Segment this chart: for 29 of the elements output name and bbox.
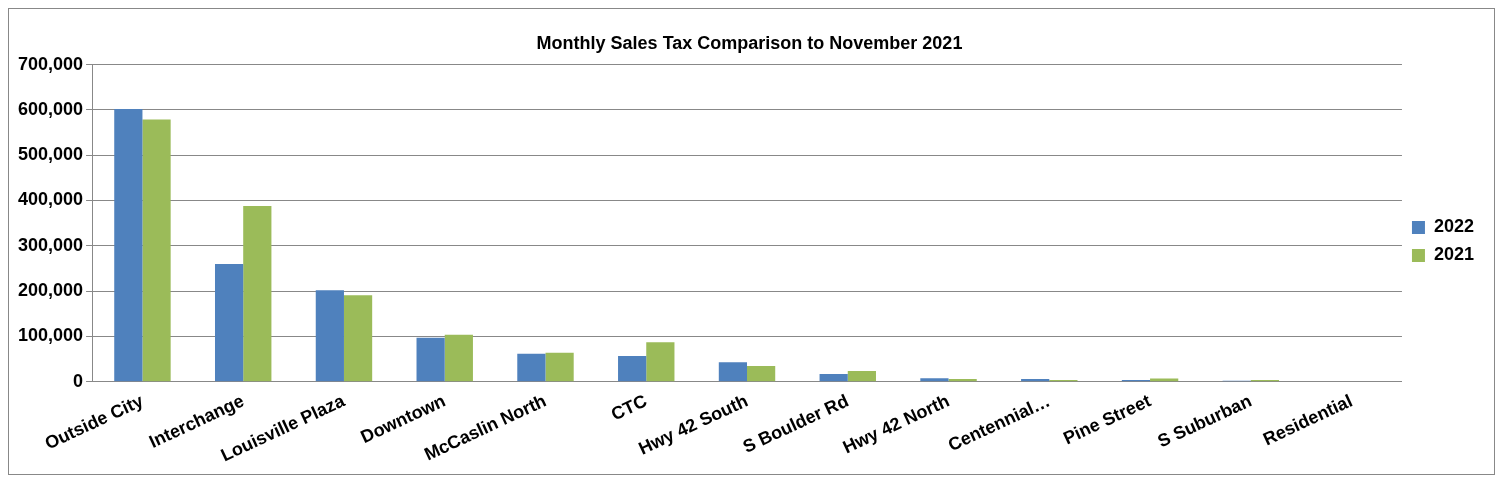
- bar: [114, 109, 143, 382]
- y-tick-label: 500,000: [17, 144, 84, 165]
- bar: [243, 205, 272, 382]
- bar: [847, 370, 876, 382]
- bar: [545, 352, 574, 382]
- bar: [747, 365, 776, 382]
- bar: [819, 374, 848, 382]
- y-tick-label: 200,000: [17, 280, 84, 301]
- bar: [517, 353, 546, 382]
- bar: [618, 355, 647, 382]
- bar: [646, 342, 675, 382]
- y-tick-label: 600,000: [17, 98, 84, 119]
- chart-title: Monthly Sales Tax Comparison to November 2021: [536, 32, 963, 53]
- legend-label: 2021: [1433, 244, 1474, 265]
- y-tick-label: 100,000: [17, 325, 84, 346]
- bar: [416, 337, 445, 382]
- bar: [920, 378, 949, 382]
- bar: [444, 334, 473, 382]
- y-tick-label: 300,000: [17, 234, 84, 255]
- y-tick-label: 700,000: [17, 53, 84, 74]
- y-tick-label: 0: [73, 370, 84, 391]
- bar: [142, 119, 171, 382]
- bar: [315, 290, 344, 382]
- bar: [214, 263, 244, 382]
- bar: [718, 362, 748, 382]
- bar: [343, 295, 373, 382]
- y-tick-label: 400,000: [17, 189, 84, 210]
- legend-label: 2022: [1433, 216, 1474, 237]
- x-tick-label: CTC: [608, 390, 651, 425]
